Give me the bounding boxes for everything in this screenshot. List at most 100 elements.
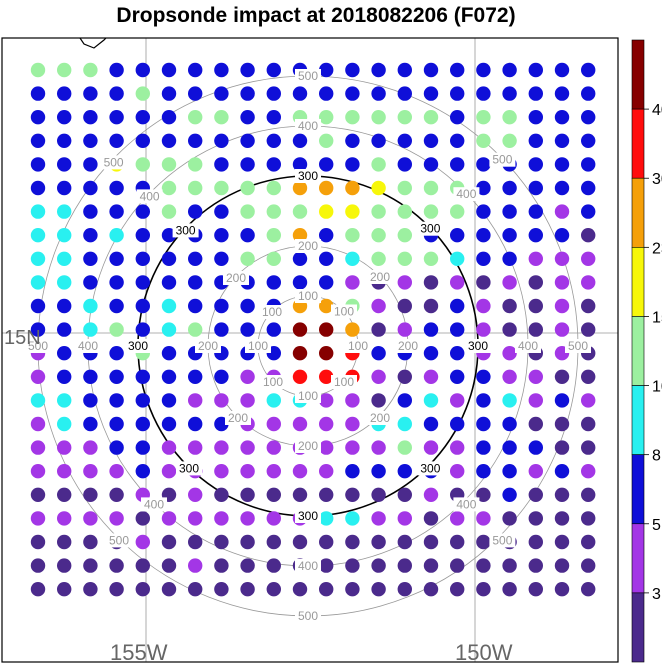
sonde-point bbox=[161, 204, 177, 219]
ring-label-bg bbox=[331, 375, 357, 389]
sonde-point bbox=[397, 440, 412, 455]
sonde-point bbox=[161, 534, 177, 550]
sonde-point bbox=[135, 440, 150, 455]
sonde-point bbox=[30, 416, 46, 432]
sonde-point bbox=[135, 86, 150, 101]
sonde-point bbox=[397, 464, 412, 479]
sonde-point bbox=[450, 133, 465, 148]
sonde-point bbox=[502, 558, 517, 573]
sonde-point bbox=[240, 204, 255, 219]
sonde-point bbox=[319, 487, 334, 502]
sonde-point bbox=[581, 110, 596, 125]
sonde-point bbox=[266, 180, 281, 196]
ring-label-500: 500 bbox=[298, 69, 318, 83]
sonde-point bbox=[240, 180, 255, 196]
sonde-point bbox=[345, 157, 360, 172]
ring-label-bg bbox=[295, 439, 321, 453]
sonde-point bbox=[345, 534, 360, 550]
sonde-point bbox=[450, 298, 465, 314]
sonde-point bbox=[266, 86, 281, 101]
sonde-point bbox=[554, 133, 570, 148]
sonde-point bbox=[83, 228, 98, 243]
sonde-point bbox=[397, 62, 412, 78]
sonde-point bbox=[214, 511, 229, 526]
sonde-point bbox=[502, 86, 517, 101]
sonde-point bbox=[292, 157, 308, 172]
sonde-point bbox=[319, 133, 334, 148]
sonde-point bbox=[30, 275, 46, 290]
ring-label-bg bbox=[176, 461, 202, 476]
sonde-point bbox=[109, 110, 124, 125]
sonde-point bbox=[266, 487, 281, 502]
sonde-point bbox=[450, 511, 465, 526]
ring-label-300: 300 bbox=[468, 339, 488, 353]
sonde-point bbox=[502, 275, 517, 290]
sonde-point bbox=[83, 298, 98, 314]
sonde-point bbox=[30, 534, 46, 550]
sonde-point bbox=[397, 416, 412, 432]
sonde-point bbox=[135, 322, 150, 337]
sonde-point bbox=[397, 322, 412, 337]
sonde-point bbox=[450, 110, 465, 125]
sonde-point bbox=[528, 62, 543, 78]
sonde-point bbox=[292, 180, 308, 196]
sonde-point bbox=[502, 582, 517, 597]
sonde-point bbox=[109, 393, 124, 408]
sonde-point bbox=[423, 416, 439, 432]
sonde-point bbox=[214, 228, 229, 243]
sonde-point bbox=[528, 487, 543, 502]
sonde-point bbox=[502, 369, 517, 384]
sonde-point bbox=[266, 251, 281, 266]
sonde-point bbox=[188, 110, 203, 125]
sonde-point bbox=[476, 251, 491, 266]
sonde-point bbox=[266, 393, 281, 408]
sonde-point bbox=[450, 393, 465, 408]
sonde-point bbox=[528, 228, 543, 243]
sonde-point bbox=[581, 487, 596, 502]
ring-label-bg bbox=[331, 304, 357, 319]
sonde-point bbox=[528, 157, 543, 172]
sonde-point bbox=[240, 62, 255, 78]
sonde-point bbox=[56, 298, 72, 314]
sonde-point bbox=[581, 582, 596, 597]
sonde-point bbox=[371, 511, 386, 526]
sonde-point bbox=[30, 393, 46, 408]
sonde-point bbox=[109, 86, 124, 101]
longitude-label-155w: 155W bbox=[110, 640, 168, 664]
ring-label-500: 500 bbox=[492, 153, 512, 167]
sonde-point bbox=[345, 487, 360, 502]
ring-label-200: 200 bbox=[228, 411, 248, 425]
sonde-point bbox=[109, 346, 124, 361]
sonde-point bbox=[266, 62, 281, 78]
colorbar-tick-label: 3 bbox=[652, 586, 661, 603]
ring-label-bg bbox=[172, 223, 199, 238]
sonde-point bbox=[83, 251, 98, 266]
sonde-point bbox=[371, 251, 386, 266]
sonde-point bbox=[581, 558, 596, 573]
ring-label-100: 100 bbox=[334, 305, 354, 319]
sonde-point bbox=[423, 180, 439, 196]
sonde-point bbox=[423, 62, 439, 78]
ring-label-bg bbox=[260, 375, 286, 389]
sonde-point bbox=[581, 369, 596, 384]
sonde-point bbox=[109, 322, 124, 337]
sonde-point bbox=[371, 534, 386, 550]
sonde-point bbox=[371, 582, 386, 597]
sonde-point bbox=[319, 558, 334, 573]
sonde-point bbox=[83, 464, 98, 479]
ring-label-100: 100 bbox=[334, 375, 354, 389]
sonde-point bbox=[554, 298, 570, 314]
sonde-point bbox=[266, 440, 281, 455]
sonde-point bbox=[476, 440, 491, 455]
ring-label-200: 200 bbox=[198, 339, 218, 353]
sonde-point bbox=[319, 464, 334, 479]
ring-label-400: 400 bbox=[456, 497, 476, 511]
sonde-point bbox=[581, 157, 596, 172]
sonde-point bbox=[240, 322, 255, 337]
sonde-point bbox=[476, 228, 491, 243]
sonde-point bbox=[554, 464, 570, 479]
sonde-point bbox=[502, 228, 517, 243]
sonde-point bbox=[30, 511, 46, 526]
sonde-point bbox=[188, 558, 203, 573]
sonde-point bbox=[56, 251, 72, 266]
